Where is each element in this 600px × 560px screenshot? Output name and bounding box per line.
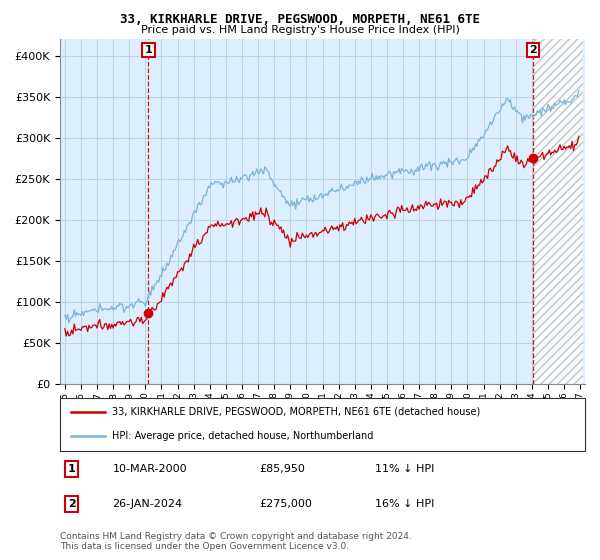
Text: 2: 2 [68,499,76,509]
Text: 16% ↓ HPI: 16% ↓ HPI [375,499,434,509]
Text: HPI: Average price, detached house, Northumberland: HPI: Average price, detached house, Nort… [113,431,374,441]
Text: 2: 2 [529,45,537,55]
Text: 1: 1 [68,464,76,474]
Text: 10-MAR-2000: 10-MAR-2000 [113,464,187,474]
Text: 26-JAN-2024: 26-JAN-2024 [113,499,182,509]
Text: £85,950: £85,950 [260,464,305,474]
Text: 1: 1 [145,45,152,55]
Text: 11% ↓ HPI: 11% ↓ HPI [375,464,434,474]
FancyBboxPatch shape [60,398,585,451]
Text: £275,000: £275,000 [260,499,313,509]
Text: Contains HM Land Registry data © Crown copyright and database right 2024.
This d: Contains HM Land Registry data © Crown c… [60,532,412,552]
Text: 33, KIRKHARLE DRIVE, PEGSWOOD, MORPETH, NE61 6TE (detached house): 33, KIRKHARLE DRIVE, PEGSWOOD, MORPETH, … [113,407,481,417]
Text: Price paid vs. HM Land Registry's House Price Index (HPI): Price paid vs. HM Land Registry's House … [140,25,460,35]
Text: 33, KIRKHARLE DRIVE, PEGSWOOD, MORPETH, NE61 6TE: 33, KIRKHARLE DRIVE, PEGSWOOD, MORPETH, … [120,13,480,26]
